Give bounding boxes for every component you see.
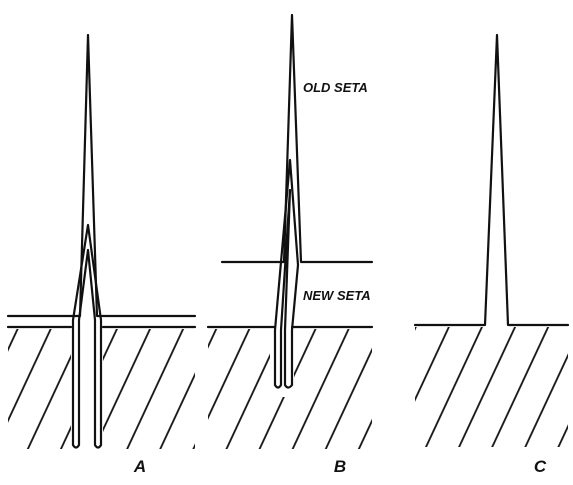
- new-seta-label: NEW SETA: [303, 288, 371, 303]
- panel-c: C: [413, 33, 570, 476]
- old-seta-label: OLD SETA: [303, 80, 368, 95]
- panel-label: A: [133, 457, 146, 476]
- old-seta: [413, 33, 570, 327]
- hatching: [415, 327, 568, 447]
- seta-mask: [71, 327, 103, 452]
- panel-label: B: [334, 457, 346, 476]
- new-seta: [71, 223, 103, 449]
- old-seta: [6, 33, 197, 318]
- panel-label: C: [534, 457, 547, 476]
- new-seta: [273, 158, 300, 389]
- panel-b: OLD SETA NEW SETA B: [206, 13, 374, 476]
- old-seta: [220, 13, 374, 264]
- panel-a: A: [6, 33, 197, 476]
